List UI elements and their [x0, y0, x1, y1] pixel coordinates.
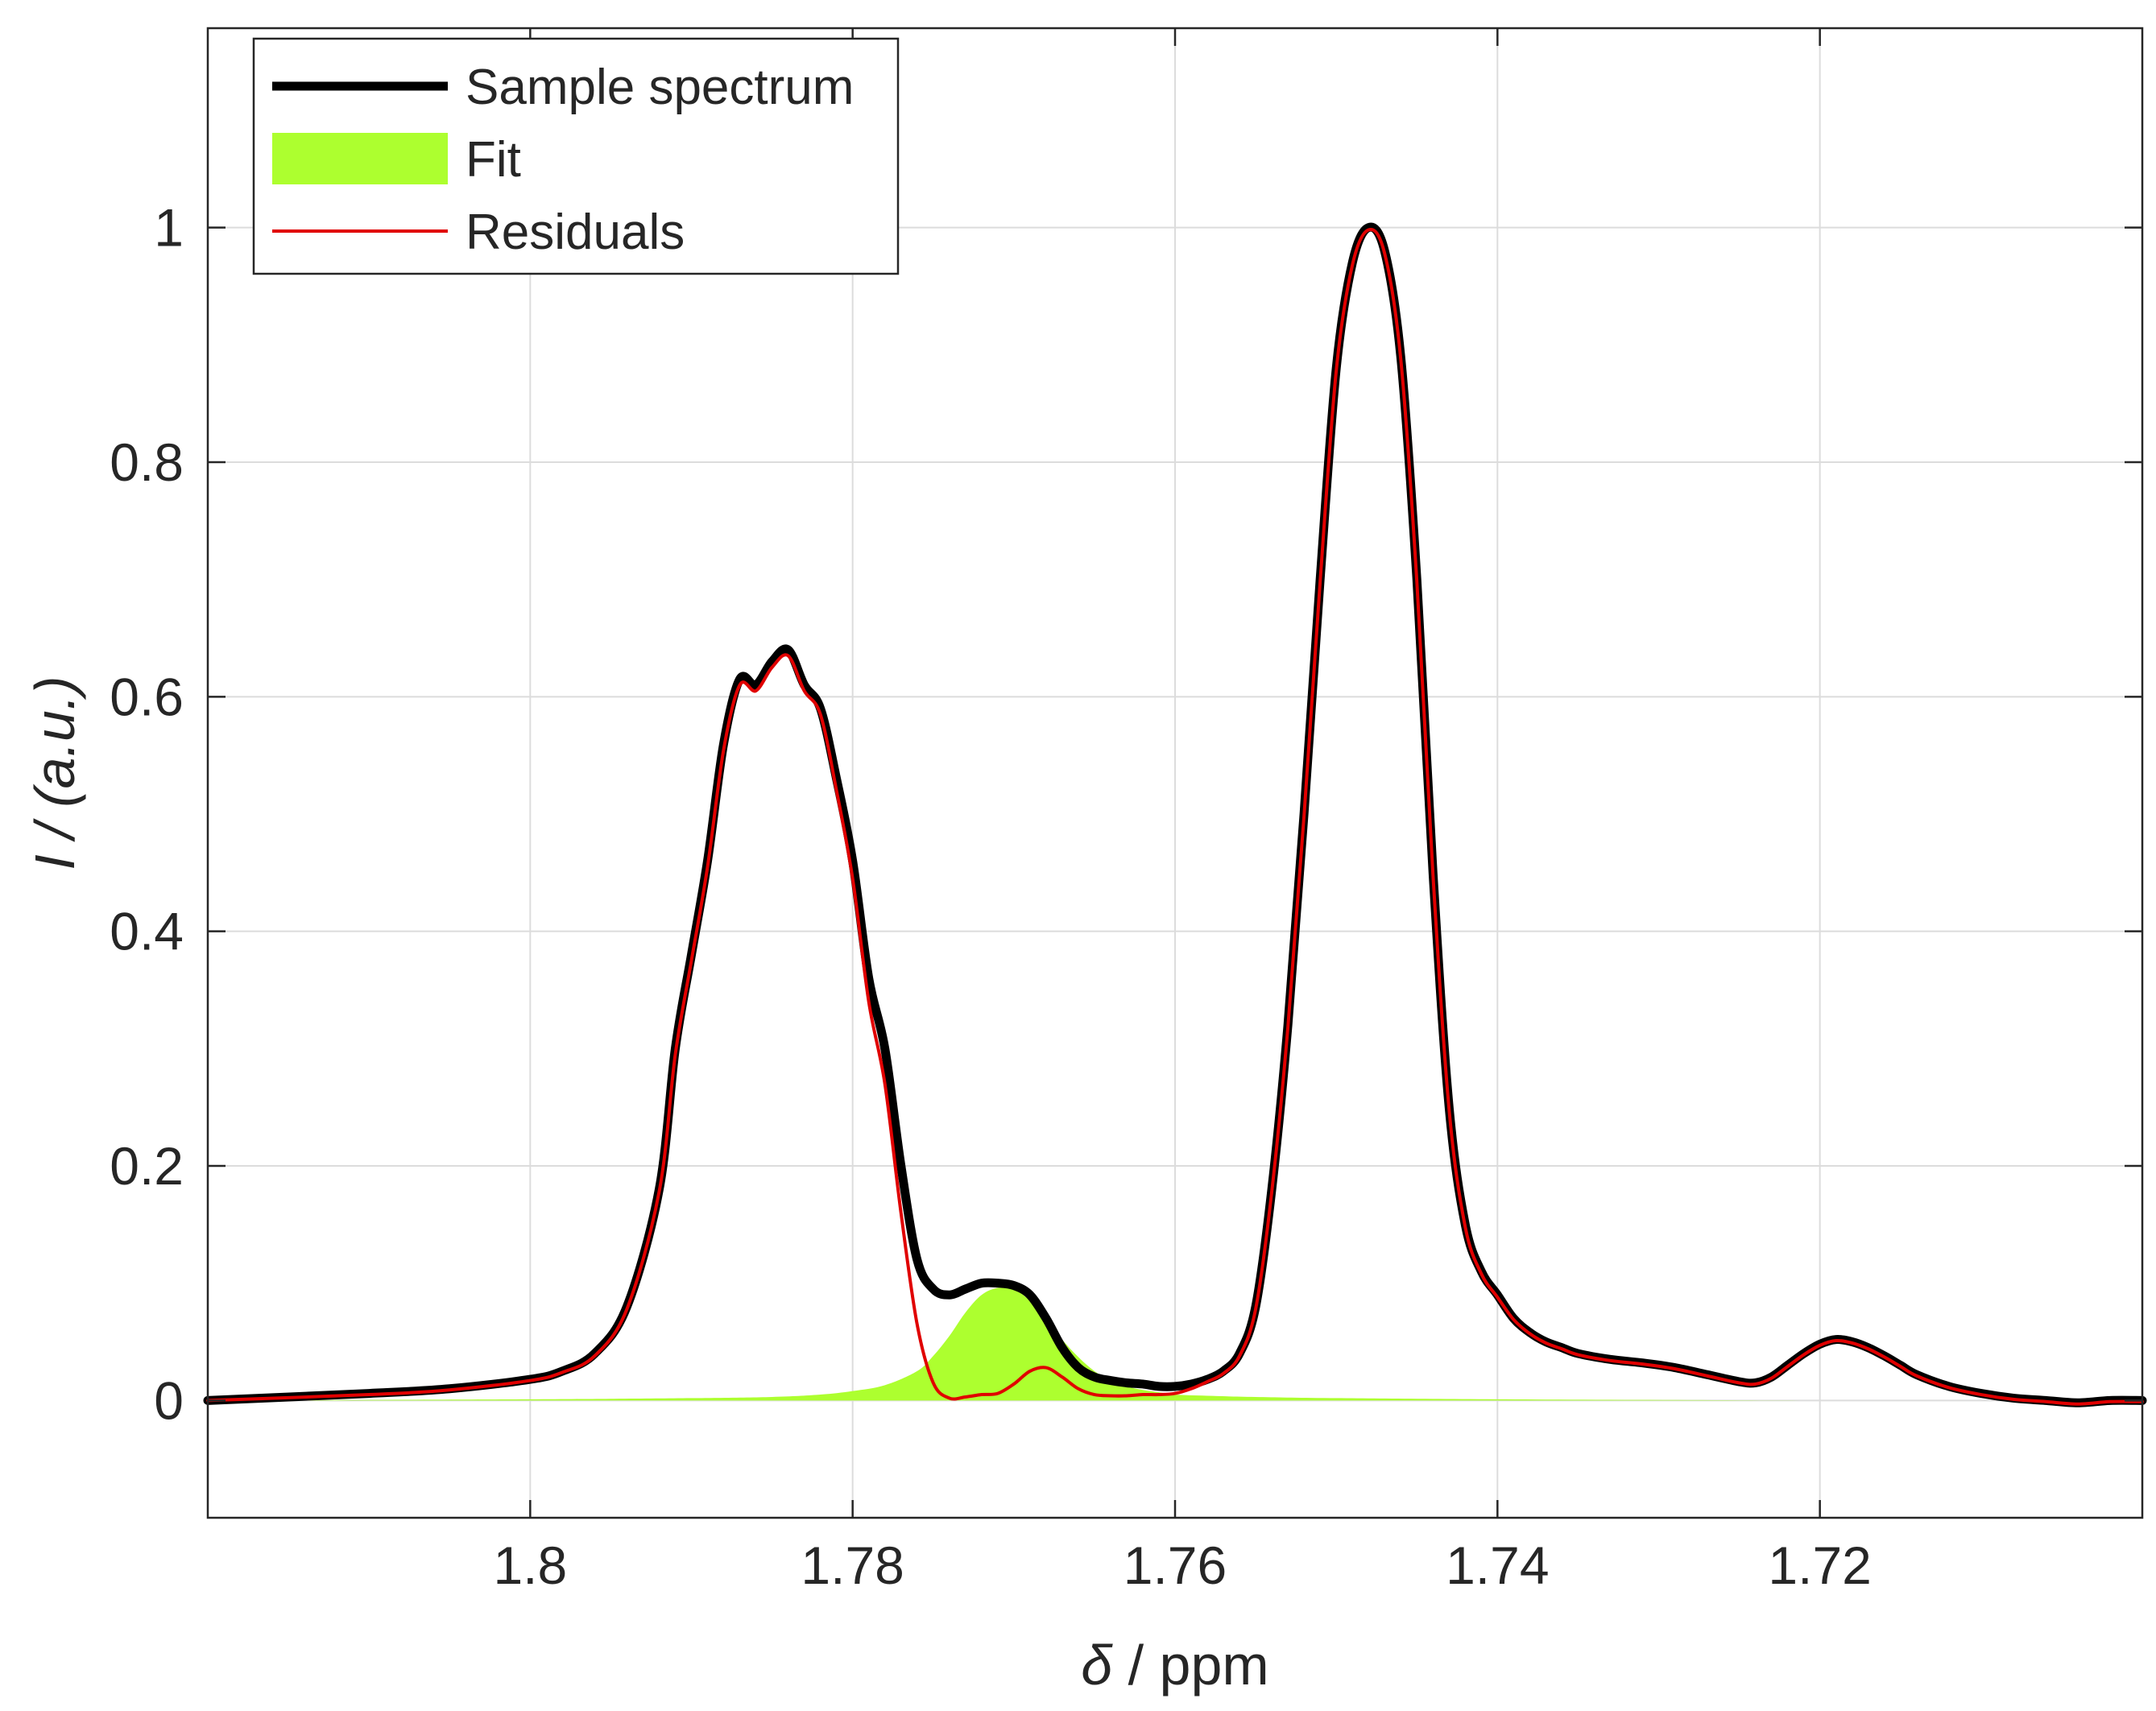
legend-entry-residuals: Residuals	[466, 205, 685, 260]
series-residuals-line	[206, 228, 2144, 1406]
x-tick-label: 1.78	[801, 1535, 904, 1595]
x-axis-label: δ / ppm	[1081, 1634, 1268, 1697]
x-tick-label: 1.76	[1124, 1535, 1227, 1595]
y-tick-label: 0.6	[110, 667, 184, 726]
y-axis-label-symbol: I	[23, 854, 86, 870]
x-axis-label-unit: / ppm	[1112, 1634, 1269, 1697]
x-tick-label: 1.72	[1768, 1535, 1871, 1595]
y-axis-label-unit: / (a.u.)	[23, 676, 86, 854]
y-tick-label: 0.8	[110, 432, 184, 492]
x-tick-label: 1.8	[493, 1535, 567, 1595]
legend-swatch-fit	[272, 133, 448, 184]
grid	[208, 28, 2142, 1518]
y-axis-label: I / (a.u.)	[23, 676, 86, 870]
axis-ticks: 1.8 1.78 1.76 1.74 1.72 0 0.2 0.4 0.6 0.8 1	[110, 28, 2142, 1595]
x-axis-label-symbol: δ	[1081, 1634, 1113, 1697]
y-tick-label: 0.4	[110, 902, 184, 961]
x-tick-label: 1.74	[1446, 1535, 1549, 1595]
legend-entry-sample-spectrum: Sample spectrum	[466, 60, 854, 115]
legend-entry-fit: Fit	[466, 132, 521, 188]
y-tick-label: 1	[154, 198, 184, 258]
y-tick-label: 0	[154, 1370, 184, 1430]
plot-series	[203, 222, 2147, 1407]
y-tick-label: 0.2	[110, 1136, 184, 1196]
legend: Sample spectrum Fit Residuals	[252, 37, 900, 275]
